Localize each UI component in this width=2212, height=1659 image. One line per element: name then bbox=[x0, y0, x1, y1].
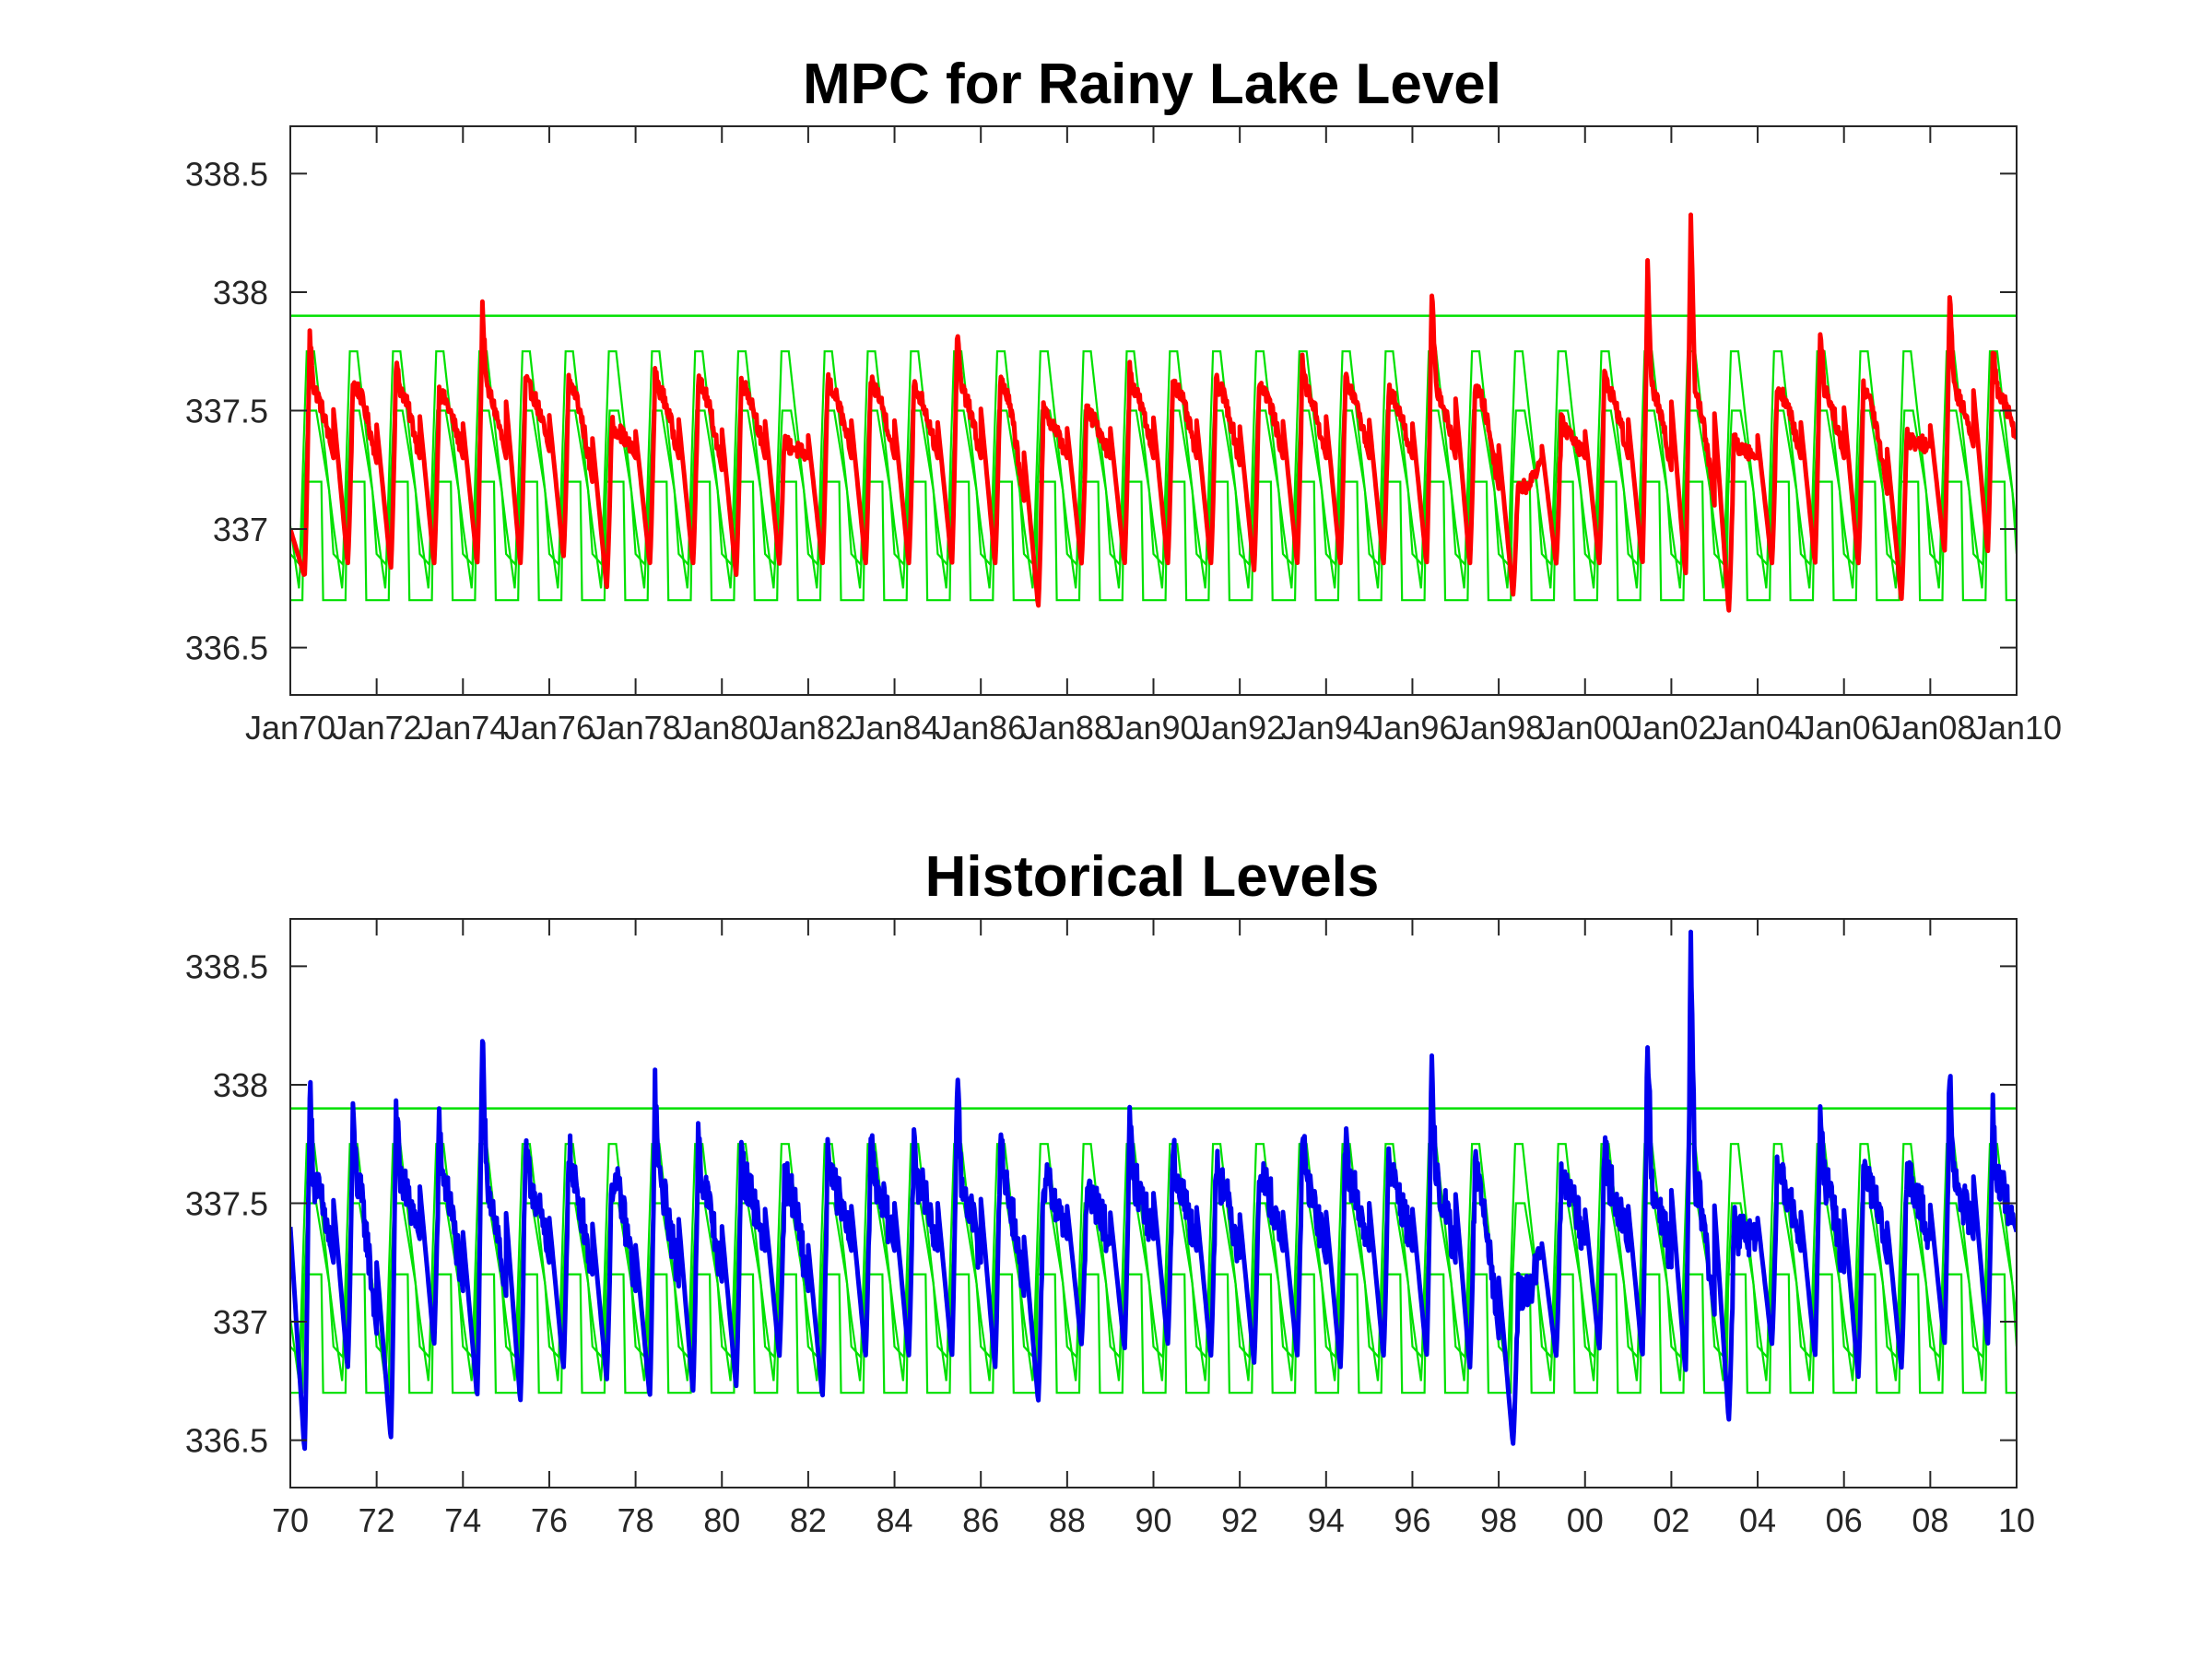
x-tick-label: 86 bbox=[962, 1501, 999, 1539]
x-tick-label: 04 bbox=[1739, 1501, 1776, 1539]
y-tick-label: 336.5 bbox=[185, 1422, 268, 1460]
x-tick-label: 78 bbox=[618, 1501, 654, 1539]
plot-area: 70 72 74 76 78 80 82 84 86 88 90 92 94 96 98 00 02 04 06 08… bbox=[185, 918, 2035, 1539]
x-tick-label: Jan72 bbox=[332, 709, 422, 747]
x-tick-label: Jan74 bbox=[418, 709, 508, 747]
x-tick-label: 94 bbox=[1308, 1501, 1345, 1539]
x-tick-label: Jan92 bbox=[1194, 709, 1285, 747]
y-tick-label: 338.5 bbox=[185, 155, 268, 193]
chart-panel-historical: Historical Levels 70 72 74 76 78 80 82 84 86 88 90… bbox=[185, 845, 2035, 1539]
x-tick-label: 82 bbox=[790, 1501, 827, 1539]
x-tick-label: 74 bbox=[444, 1501, 481, 1539]
x-tick-label: 96 bbox=[1394, 1501, 1430, 1539]
chart-title: Historical Levels bbox=[925, 845, 1380, 909]
plot-lines bbox=[290, 212, 2017, 613]
y-tick-label: 338.5 bbox=[185, 947, 268, 985]
x-tick-label: 70 bbox=[272, 1501, 309, 1539]
x-tick-label: 06 bbox=[1826, 1501, 1863, 1539]
x-tick-label: 88 bbox=[1049, 1501, 1086, 1539]
x-tick-label: Jan08 bbox=[1885, 709, 1975, 747]
x-tick-label: Jan88 bbox=[1022, 709, 1112, 747]
x-tick-label: 80 bbox=[703, 1501, 740, 1539]
y-tick-label: 337 bbox=[213, 1303, 268, 1341]
x-tick-label: 02 bbox=[1653, 1501, 1689, 1539]
x-tick-label: Jan00 bbox=[1540, 709, 1630, 747]
plot-area: Jan70Jan72Jan74Jan76Jan78Jan80Jan82Jan84… bbox=[185, 125, 2062, 747]
data-series-line bbox=[290, 212, 2017, 613]
x-tick-label: 98 bbox=[1480, 1501, 1517, 1539]
rule-curve-upper bbox=[290, 1143, 2017, 1360]
x-tick-label: Jan06 bbox=[1799, 709, 1889, 747]
x-tick-label: Jan96 bbox=[1367, 709, 1457, 747]
x-tick-label: Jan98 bbox=[1453, 709, 1544, 747]
rule-curve-lower bbox=[290, 1273, 2017, 1394]
y-tick-label: 337.5 bbox=[185, 393, 268, 430]
x-tick-label: Jan84 bbox=[850, 709, 940, 747]
plot-lines bbox=[290, 929, 2017, 1452]
x-tick-label: 08 bbox=[1912, 1501, 1948, 1539]
data-series-line bbox=[290, 929, 2017, 1452]
y-tick-label: 337 bbox=[213, 511, 268, 548]
x-tick-label: Jan80 bbox=[677, 709, 767, 747]
x-tick-label: Jan82 bbox=[763, 709, 853, 747]
x-tick-label: Jan76 bbox=[504, 709, 594, 747]
y-tick-label: 337.5 bbox=[185, 1185, 268, 1223]
x-tick-label: Jan04 bbox=[1712, 709, 1803, 747]
x-tick-label: 72 bbox=[359, 1501, 395, 1539]
x-tick-label: 84 bbox=[877, 1501, 913, 1539]
y-tick-label: 336.5 bbox=[185, 629, 268, 667]
rule-curve-lower bbox=[290, 480, 2017, 602]
x-tick-label: Jan78 bbox=[591, 709, 681, 747]
x-tick-label: Jan70 bbox=[245, 709, 335, 747]
x-tick-label: Jan10 bbox=[1971, 709, 2062, 747]
y-tick-label: 338 bbox=[213, 1066, 268, 1104]
x-tick-label: 00 bbox=[1567, 1501, 1604, 1539]
x-tick-label: Jan86 bbox=[935, 709, 1026, 747]
x-tick-label: Jan90 bbox=[1108, 709, 1198, 747]
chart-title: MPC for Rainy Lake Level bbox=[803, 53, 1501, 116]
x-tick-label: Jan02 bbox=[1626, 709, 1716, 747]
x-tick-label: 92 bbox=[1221, 1501, 1258, 1539]
x-tick-label: 10 bbox=[1998, 1501, 2035, 1539]
chart-panel-mpc: MPC for Rainy Lake Level Jan70Jan72Jan74… bbox=[185, 53, 2062, 747]
x-tick-label: 90 bbox=[1135, 1501, 1171, 1539]
rule-curve-upper bbox=[290, 350, 2017, 568]
x-tick-label: Jan94 bbox=[1281, 709, 1371, 747]
y-tick-label: 338 bbox=[213, 274, 268, 312]
x-tick-label: 76 bbox=[531, 1501, 568, 1539]
